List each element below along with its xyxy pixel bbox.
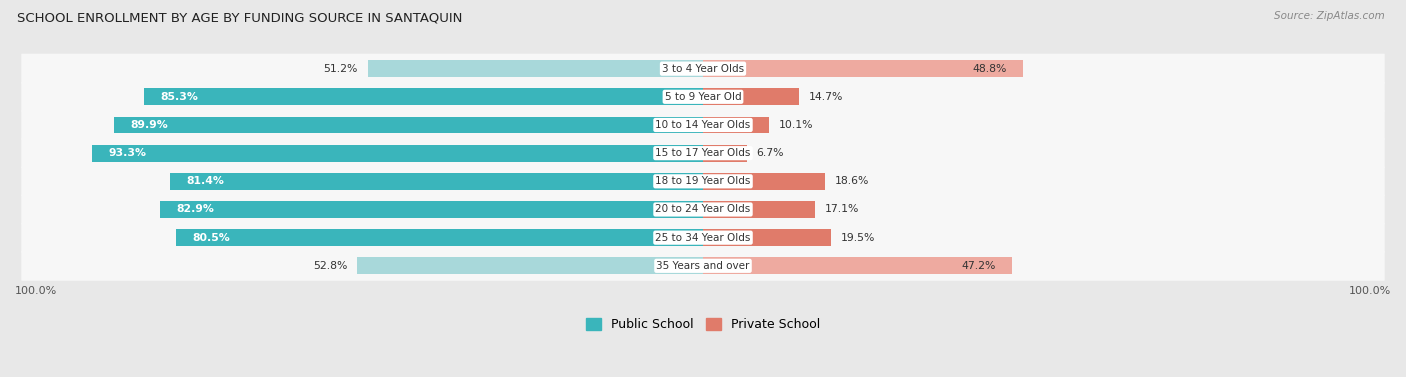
Text: 89.9%: 89.9% bbox=[131, 120, 169, 130]
Text: 82.9%: 82.9% bbox=[176, 204, 214, 215]
Bar bbox=[170, 173, 703, 190]
Text: 14.7%: 14.7% bbox=[808, 92, 844, 102]
FancyBboxPatch shape bbox=[21, 54, 1385, 84]
Text: SCHOOL ENROLLMENT BY AGE BY FUNDING SOURCE IN SANTAQUIN: SCHOOL ENROLLMENT BY AGE BY FUNDING SOUR… bbox=[17, 11, 463, 24]
Bar bbox=[703, 145, 747, 162]
Bar bbox=[176, 229, 703, 246]
Text: 10.1%: 10.1% bbox=[779, 120, 814, 130]
FancyBboxPatch shape bbox=[21, 110, 1385, 140]
Bar bbox=[703, 116, 769, 133]
Text: Source: ZipAtlas.com: Source: ZipAtlas.com bbox=[1274, 11, 1385, 21]
Text: 15 to 17 Year Olds: 15 to 17 Year Olds bbox=[655, 148, 751, 158]
Text: 47.2%: 47.2% bbox=[962, 261, 995, 271]
Text: 51.2%: 51.2% bbox=[323, 64, 357, 74]
Text: 81.4%: 81.4% bbox=[186, 176, 224, 186]
Bar bbox=[703, 88, 800, 105]
FancyBboxPatch shape bbox=[21, 82, 1385, 112]
FancyBboxPatch shape bbox=[21, 138, 1385, 168]
Bar bbox=[160, 201, 703, 218]
Text: 6.7%: 6.7% bbox=[756, 148, 785, 158]
Text: 93.3%: 93.3% bbox=[108, 148, 146, 158]
FancyBboxPatch shape bbox=[21, 195, 1385, 224]
Text: 25 to 34 Year Olds: 25 to 34 Year Olds bbox=[655, 233, 751, 243]
Text: 3 to 4 Year Olds: 3 to 4 Year Olds bbox=[662, 64, 744, 74]
FancyBboxPatch shape bbox=[21, 166, 1385, 196]
Text: 18 to 19 Year Olds: 18 to 19 Year Olds bbox=[655, 176, 751, 186]
Bar bbox=[703, 229, 831, 246]
Bar bbox=[703, 257, 1012, 274]
Text: 17.1%: 17.1% bbox=[825, 204, 859, 215]
Text: 48.8%: 48.8% bbox=[972, 64, 1007, 74]
Bar bbox=[91, 145, 703, 162]
Bar bbox=[114, 116, 703, 133]
Text: 20 to 24 Year Olds: 20 to 24 Year Olds bbox=[655, 204, 751, 215]
Bar bbox=[703, 201, 815, 218]
Bar bbox=[703, 173, 825, 190]
Text: 85.3%: 85.3% bbox=[160, 92, 198, 102]
Legend: Public School, Private School: Public School, Private School bbox=[586, 318, 820, 331]
Text: 35 Years and over: 35 Years and over bbox=[657, 261, 749, 271]
Bar bbox=[703, 60, 1022, 77]
Bar bbox=[367, 60, 703, 77]
Bar bbox=[357, 257, 703, 274]
Text: 52.8%: 52.8% bbox=[312, 261, 347, 271]
Text: 80.5%: 80.5% bbox=[191, 233, 229, 243]
Text: 19.5%: 19.5% bbox=[841, 233, 875, 243]
Text: 100.0%: 100.0% bbox=[1348, 286, 1391, 296]
Text: 5 to 9 Year Old: 5 to 9 Year Old bbox=[665, 92, 741, 102]
Text: 10 to 14 Year Olds: 10 to 14 Year Olds bbox=[655, 120, 751, 130]
Text: 100.0%: 100.0% bbox=[15, 286, 58, 296]
Bar bbox=[143, 88, 703, 105]
Text: 18.6%: 18.6% bbox=[835, 176, 869, 186]
FancyBboxPatch shape bbox=[21, 223, 1385, 253]
FancyBboxPatch shape bbox=[21, 251, 1385, 281]
